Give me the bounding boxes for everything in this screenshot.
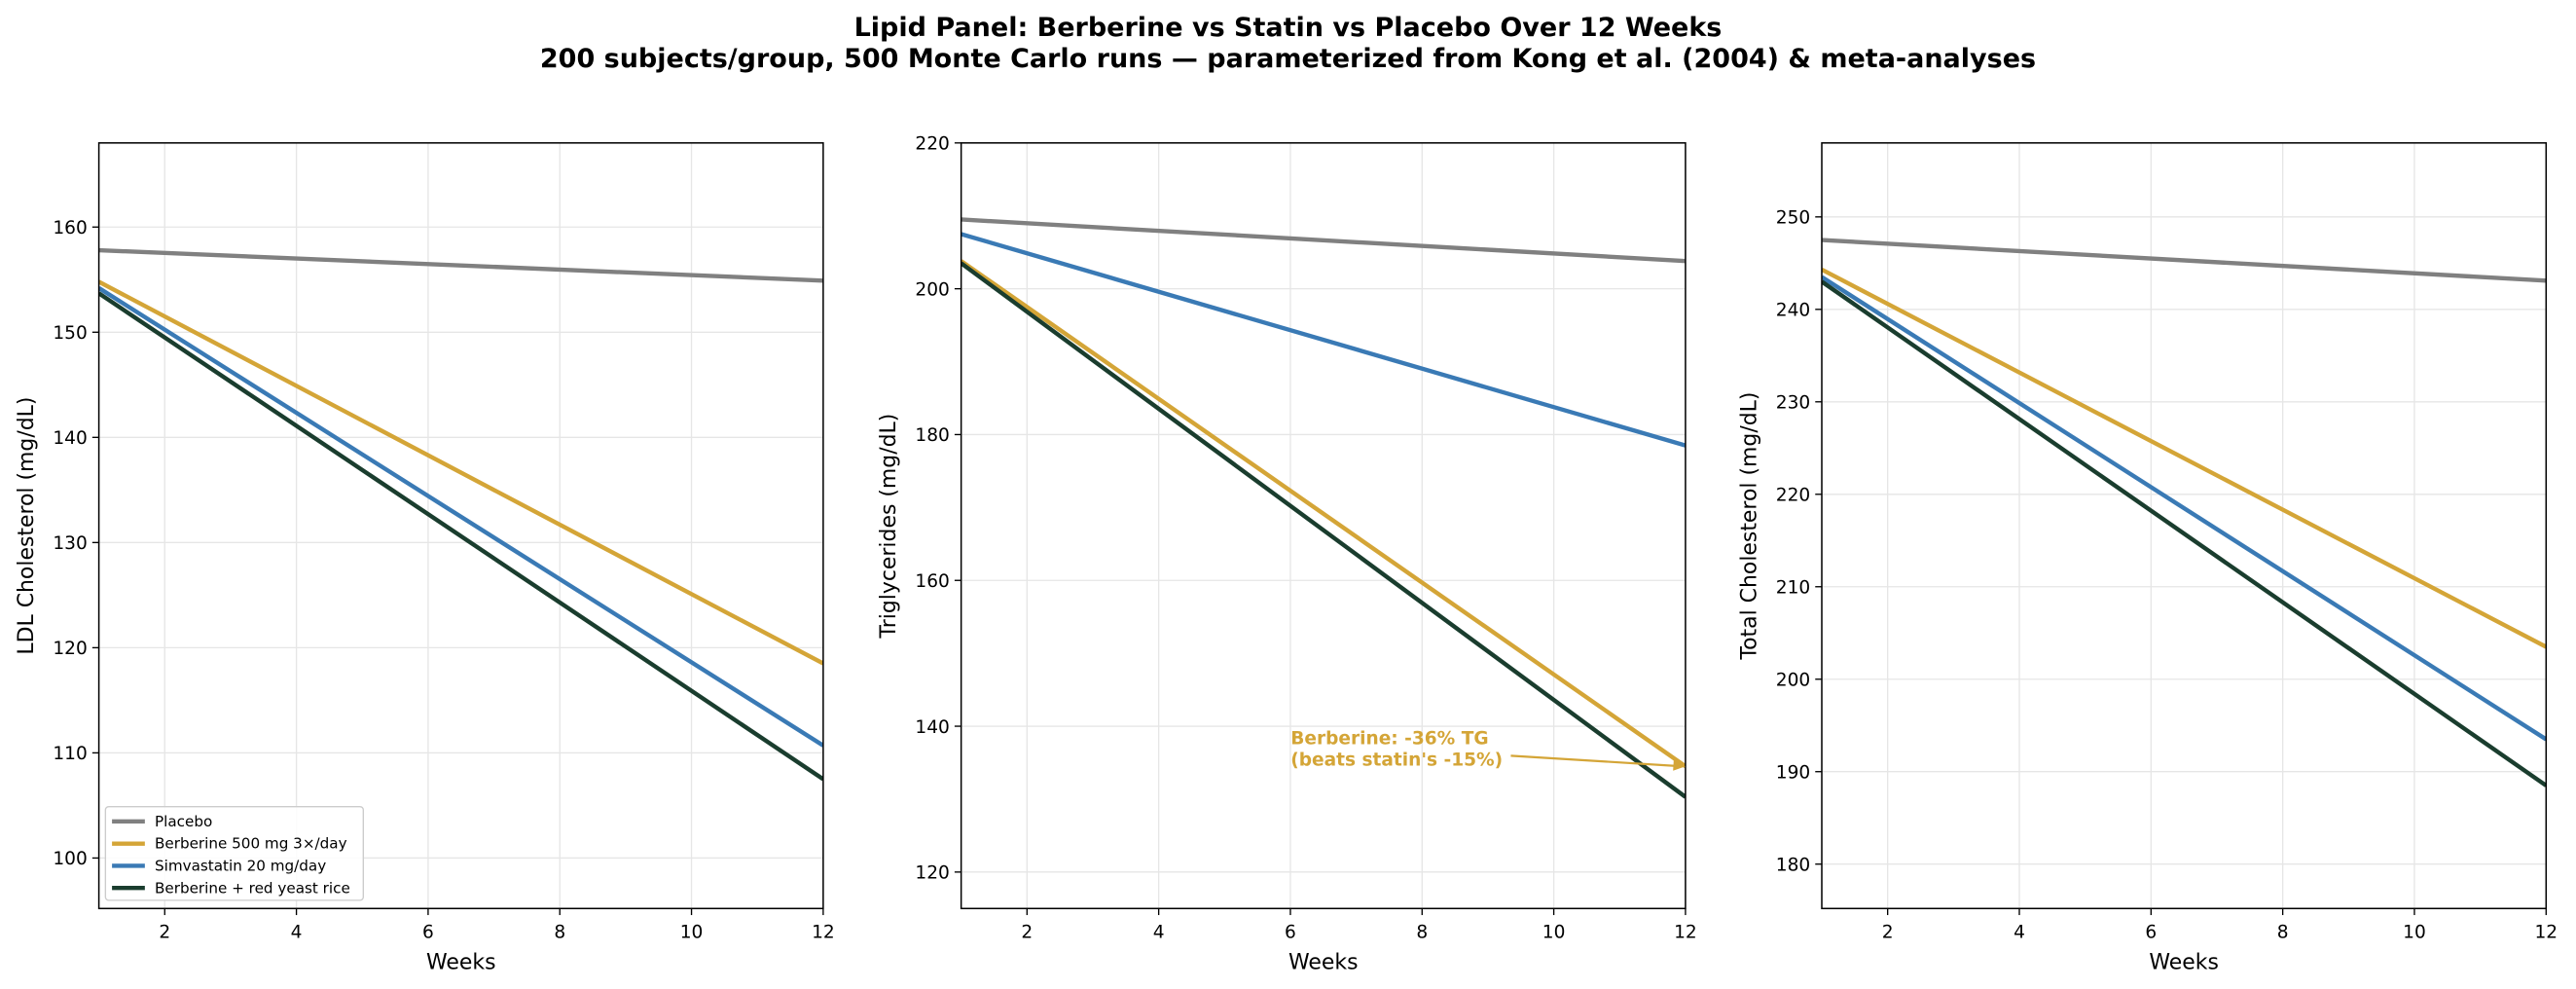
x-axis-label: Weeks xyxy=(1288,951,1359,975)
y-tick-label: 200 xyxy=(1776,670,1810,690)
x-tick-label: 12 xyxy=(2534,923,2558,943)
y-tick-label: 120 xyxy=(53,639,87,659)
x-tick-label: 10 xyxy=(1542,923,1566,943)
y-tick-label: 160 xyxy=(915,571,949,592)
legend-label: Simvastatin 20 mg/day xyxy=(155,857,326,874)
series-line xyxy=(961,259,1686,769)
y-tick-label: 140 xyxy=(53,428,87,449)
x-axis-label: Weeks xyxy=(2149,951,2219,975)
x-tick-label: 2 xyxy=(1882,923,1894,943)
x-tick-label: 6 xyxy=(2145,923,2157,943)
y-tick-label: 210 xyxy=(1776,578,1810,599)
x-tick-label: 6 xyxy=(422,923,434,943)
series-line xyxy=(98,291,823,782)
legend-label: Berberine + red yeast rice xyxy=(155,879,350,897)
series-line xyxy=(961,232,1686,448)
y-tick-label: 130 xyxy=(53,533,87,554)
y-tick-label: 220 xyxy=(915,134,949,155)
x-tick-label: 10 xyxy=(680,923,704,943)
x-tick-label: 4 xyxy=(291,923,303,943)
y-tick-label: 120 xyxy=(915,863,949,884)
x-tick-label: 8 xyxy=(1416,923,1428,943)
x-tick-label: 4 xyxy=(1153,923,1165,943)
figure-subtitle: 200 subjects/group, 500 Monte Carlo runs… xyxy=(540,44,2036,74)
series-line xyxy=(98,247,823,283)
subplot: 180 190 200 210 220 230 240 250 2 4 6 8 10 12 Weeks Tot… xyxy=(1737,142,2558,975)
x-tick-label: 12 xyxy=(812,923,835,943)
x-tick-label: 8 xyxy=(2277,923,2289,943)
legend-box xyxy=(104,805,364,901)
y-tick-label: 250 xyxy=(1776,208,1810,229)
y-tick-label: 140 xyxy=(915,717,949,738)
series-line xyxy=(1822,238,2547,283)
y-tick-label: 100 xyxy=(53,849,87,869)
y-tick-label: 230 xyxy=(1776,393,1810,414)
subplot: 120 140 160 180 200 220 2 4 6 8 10 12 Weeks Triglycer… xyxy=(877,134,1697,975)
x-tick-label: 4 xyxy=(2014,923,2025,943)
y-tick-label: 240 xyxy=(1776,301,1810,321)
y-tick-label: 110 xyxy=(53,744,87,764)
series-line xyxy=(961,261,1686,799)
x-tick-label: 8 xyxy=(554,923,565,943)
series-line xyxy=(1822,275,2547,742)
y-axis-label: Total Cholesterol (mg/dL) xyxy=(1737,392,1761,661)
x-tick-label: 12 xyxy=(1674,923,1697,943)
series-line xyxy=(98,286,823,748)
x-tick-label: 6 xyxy=(1285,923,1296,943)
series-line xyxy=(98,279,823,666)
plot-frame xyxy=(1821,142,2548,910)
y-tick-label: 150 xyxy=(53,323,87,344)
subplot: 100 110 120 130 140 150 160 2 4 6 8 10 12 Weeks LDL Ch… xyxy=(15,142,835,975)
legend-label: Placebo xyxy=(155,813,212,830)
annotation-text: Berberine: -36% TG xyxy=(1290,729,1488,750)
annotation-arrow xyxy=(1510,754,1683,768)
series-line xyxy=(1822,279,2547,788)
y-tick-label: 190 xyxy=(1776,762,1810,783)
x-tick-label: 2 xyxy=(1021,923,1033,943)
y-tick-label: 200 xyxy=(915,279,949,300)
annotation-arrowhead xyxy=(1673,760,1686,771)
y-axis-label: Triglycerides (mg/dL) xyxy=(877,414,901,640)
y-tick-label: 160 xyxy=(53,218,87,238)
series-line xyxy=(1822,268,2547,649)
x-axis-label: Weeks xyxy=(426,951,496,975)
legend: Placebo Berberine 500 mg 3×/day Simvastati… xyxy=(104,805,364,901)
series-line xyxy=(961,217,1686,264)
y-axis-label: LDL Cholesterol (mg/dL) xyxy=(15,397,39,655)
y-tick-label: 180 xyxy=(915,425,949,446)
y-tick-label: 220 xyxy=(1776,486,1810,506)
legend-label: Berberine 500 mg 3×/day xyxy=(155,835,347,853)
figure-title: Lipid Panel: Berberine vs Statin vs Plac… xyxy=(854,13,1723,43)
plot-frame xyxy=(960,142,1687,910)
y-tick-label: 180 xyxy=(1776,855,1810,875)
plot-frame xyxy=(97,142,824,910)
annotation-text: (beats statin's -15%) xyxy=(1290,750,1503,770)
x-tick-label: 10 xyxy=(2403,923,2426,943)
x-tick-label: 2 xyxy=(159,923,170,943)
